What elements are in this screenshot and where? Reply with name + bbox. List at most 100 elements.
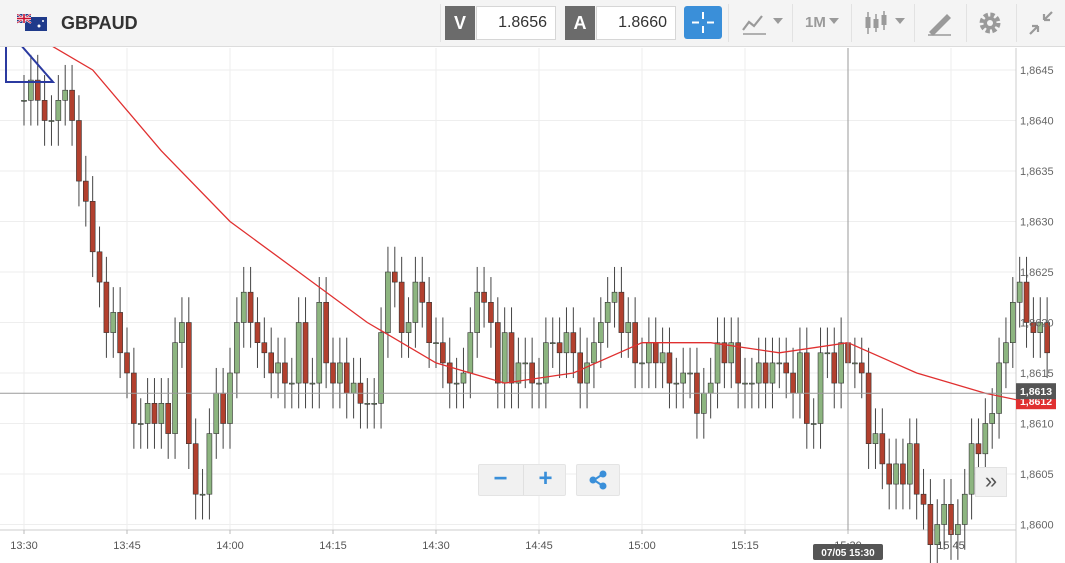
candle-body (323, 301, 329, 364)
candle (371, 378, 378, 429)
y-tick-label: 1,8610 (1020, 419, 1054, 431)
candle (282, 337, 288, 409)
candle-body (316, 301, 323, 384)
candle-body (330, 362, 336, 384)
sell-price[interactable]: 1.8656 (476, 6, 556, 40)
candle (563, 307, 570, 379)
candle-body (749, 382, 755, 385)
candle-body (391, 271, 398, 283)
candle (879, 408, 886, 490)
x-tick-label: 13:30 (10, 540, 38, 552)
price-chart[interactable]: 1,8645 1,8640 1,8635 1,8630 1,8625 1,8620 1,86… (0, 47, 1065, 563)
share-button[interactable] (576, 464, 620, 496)
candle (144, 378, 151, 449)
candle (206, 408, 213, 520)
candle-body (282, 362, 288, 384)
candle-body (343, 362, 350, 394)
candle-body (563, 332, 570, 354)
chevron-down-icon (895, 18, 905, 24)
candle-body (618, 291, 625, 333)
candle-body (288, 382, 295, 385)
zoom-in-button[interactable]: + (523, 465, 567, 495)
candle (577, 327, 584, 409)
candle-body (240, 291, 247, 323)
candle-body (337, 362, 343, 384)
candle-body (810, 423, 817, 425)
candle (494, 297, 501, 409)
candle-body (604, 301, 611, 323)
candle-body (460, 372, 467, 384)
candle (886, 438, 893, 510)
candle (913, 418, 920, 520)
moving-average-line (52, 47, 1034, 404)
candle (446, 337, 453, 409)
candle-body (906, 443, 913, 485)
candle (41, 75, 48, 146)
candle (199, 468, 206, 520)
candle (288, 357, 295, 409)
fullscreen-button[interactable] (1026, 8, 1058, 38)
x-tick-label: 14:45 (525, 540, 553, 552)
candle-body (700, 392, 707, 414)
candle (247, 266, 254, 348)
candle-body (968, 443, 975, 495)
candle (165, 378, 171, 459)
drawing-tool-icon (928, 14, 951, 36)
candle (295, 297, 302, 409)
candle (268, 327, 275, 399)
candle (968, 418, 975, 520)
y-tick-label: 1,8605 (1020, 469, 1054, 481)
crosshair-lines (0, 48, 1016, 530)
zoom-out-button[interactable]: − (493, 465, 508, 492)
candle-body (158, 402, 165, 424)
y-tick-label: 1,8620 (1020, 318, 1054, 330)
candle-body (96, 251, 103, 283)
candle (597, 297, 604, 368)
buy-price[interactable]: 1.8660 (596, 6, 676, 40)
candle (625, 297, 632, 358)
candle-body (941, 503, 947, 525)
scroll-forward-button[interactable]: » (975, 467, 1007, 497)
candle-body (1003, 342, 1009, 364)
buy-button[interactable]: A (565, 6, 595, 40)
candle (419, 256, 426, 328)
toolbar-divider (1016, 4, 1017, 42)
candle-body (261, 342, 268, 354)
sell-button[interactable]: V (445, 6, 475, 40)
candle (961, 468, 968, 550)
candle-body (996, 362, 1002, 414)
toolbar-divider (792, 4, 793, 42)
candle-body (776, 362, 783, 365)
candle-body (227, 372, 233, 424)
candle (687, 347, 693, 399)
candle-body (124, 352, 130, 374)
uk-australia-flag-icon (17, 14, 47, 31)
candle-body (577, 352, 584, 384)
candle-body (1023, 281, 1030, 323)
candle-body (769, 362, 776, 384)
candle-body (28, 79, 34, 101)
crosshair-button[interactable] (684, 6, 722, 39)
candle-body (398, 281, 405, 333)
settings-button[interactable] (975, 8, 1007, 38)
x-tick-label: 15:45 (937, 540, 965, 552)
candle (618, 266, 625, 358)
candle-body (508, 332, 515, 384)
candle-body (110, 312, 117, 333)
chart-type-button[interactable] (740, 8, 785, 38)
timeframe-selector[interactable]: 1M (805, 14, 826, 31)
candle (158, 378, 165, 449)
candle (989, 388, 996, 449)
candle-body (234, 322, 240, 374)
candle (227, 347, 233, 449)
drawing-tools-button[interactable] (925, 8, 957, 38)
candle (831, 327, 838, 409)
candle (1009, 277, 1016, 368)
candlestick-style-button[interactable] (862, 8, 907, 38)
candle (529, 337, 535, 409)
candle-body (254, 322, 261, 344)
candle-body (948, 503, 954, 535)
candle (21, 75, 27, 126)
candle (398, 256, 405, 358)
candle (433, 317, 439, 368)
